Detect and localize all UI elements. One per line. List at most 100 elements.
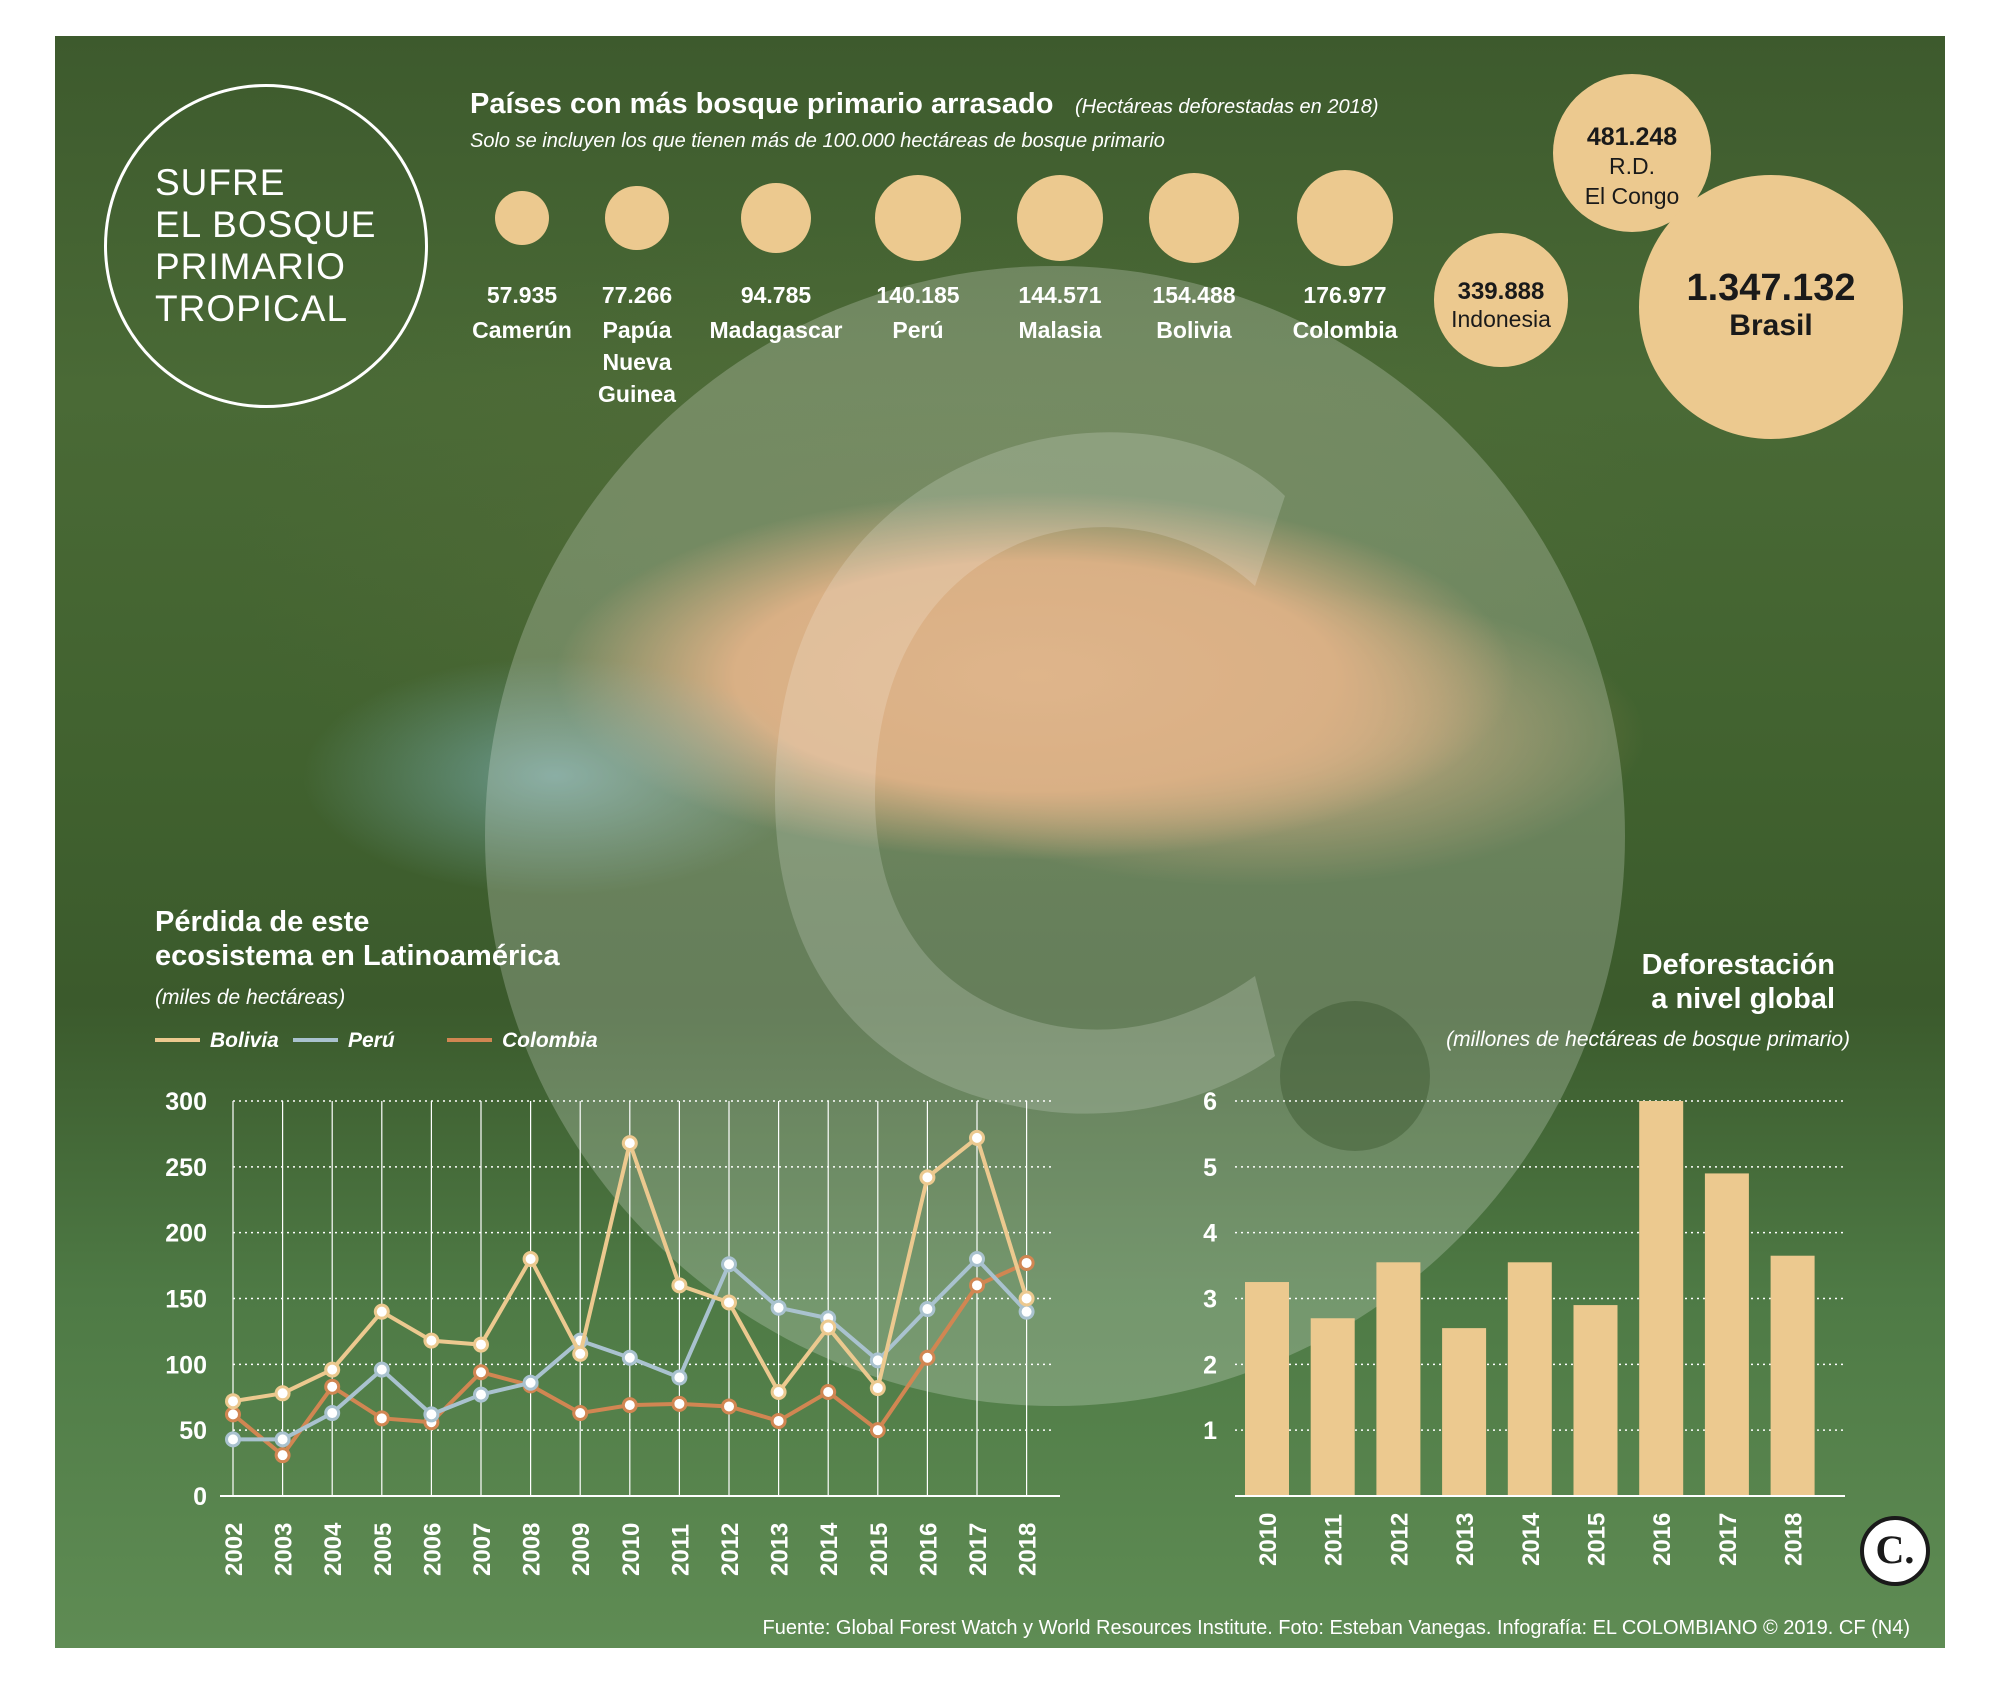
- page-title: SUFRE EL BOSQUE PRIMARIO TROPICAL: [155, 162, 377, 329]
- line-x-tick: 2002: [221, 1523, 248, 1576]
- line-y-tick: 50: [179, 1417, 207, 1445]
- bubble-big-country: Brasil: [1729, 309, 1813, 342]
- bubble-country: Camerún: [472, 317, 572, 343]
- line-y-tick: 100: [165, 1351, 207, 1379]
- series-point-colombia: [324, 1378, 341, 1395]
- bubble-value: 140.185: [876, 282, 960, 308]
- series-point-colombia: [969, 1277, 985, 1294]
- el-colombiano-logo: C.: [1860, 1516, 1930, 1586]
- series-point-perú: [671, 1369, 688, 1386]
- line-x-tick: 2014: [816, 1522, 843, 1576]
- line-y-tick: 300: [165, 1088, 207, 1116]
- series-point-perú: [423, 1406, 440, 1423]
- bar-2017: [1704, 1173, 1749, 1496]
- line-chart-subtitle: (miles de hectáreas): [155, 986, 345, 1009]
- legend-label: Perú: [348, 1029, 395, 1052]
- line-x-tick: 2017: [965, 1523, 992, 1576]
- series-point-perú: [373, 1361, 390, 1378]
- legend-label: Colombia: [502, 1029, 598, 1052]
- bar-2010: [1245, 1282, 1289, 1496]
- line-y-tick: 200: [165, 1220, 207, 1248]
- series-point-bolivia: [274, 1385, 291, 1402]
- bar-2016: [1639, 1101, 1684, 1496]
- bar-x-tick: 2011: [1321, 1514, 1348, 1566]
- series-point-perú: [324, 1405, 341, 1422]
- series-point-perú: [473, 1386, 489, 1403]
- line-chart-title: ecosistema en Latinoamérica: [155, 940, 560, 972]
- series-point-bolivia: [820, 1319, 837, 1336]
- series-point-colombia: [373, 1410, 390, 1427]
- series-point-colombia: [721, 1398, 737, 1415]
- line-x-tick: 2006: [419, 1523, 446, 1576]
- line-x-tick: 2004: [320, 1522, 347, 1576]
- series-point-bolivia: [225, 1393, 241, 1410]
- series-point-bolivia: [373, 1303, 390, 1320]
- series-point-colombia: [770, 1412, 787, 1429]
- series-point-colombia: [274, 1447, 291, 1464]
- series-point-bolivia: [770, 1383, 787, 1400]
- bubble-country: Perú: [892, 317, 944, 343]
- bar-y-tick: 2: [1203, 1351, 1217, 1379]
- bar-2012: [1376, 1262, 1421, 1496]
- series-point-perú: [274, 1431, 291, 1448]
- series-point-bolivia: [671, 1277, 688, 1294]
- source-footer: Fuente: Global Forest Watch y World Reso…: [762, 1617, 1910, 1639]
- bubble-country: Papúa Nueva Guinea: [598, 317, 676, 407]
- series-point-bolivia: [969, 1129, 985, 1146]
- bar-x-tick: 2013: [1452, 1513, 1479, 1566]
- series-point-perú: [969, 1251, 985, 1267]
- series-point-perú: [721, 1256, 737, 1273]
- series-point-colombia: [473, 1364, 489, 1381]
- series-point-colombia: [572, 1405, 589, 1422]
- bar-x-tick: 2014: [1518, 1512, 1545, 1566]
- line-x-tick: 2010: [618, 1523, 645, 1576]
- bubble-value: 77.266: [601, 282, 673, 308]
- series-point-bolivia: [423, 1332, 440, 1349]
- bubble-6: [1297, 170, 1393, 266]
- bubble-country: Madagascar: [709, 317, 843, 343]
- series-point-colombia: [820, 1383, 837, 1400]
- bar-x-tick: 2017: [1715, 1513, 1742, 1566]
- series-point-perú: [919, 1301, 936, 1318]
- line-x-tick: 2011: [667, 1524, 694, 1576]
- bubble-big-2: [1638, 174, 1904, 440]
- bubble-value: 57.935: [486, 282, 558, 308]
- line-x-tick: 2018: [1015, 1523, 1042, 1576]
- bar-x-tick: 2015: [1584, 1513, 1611, 1566]
- series-point-bolivia: [324, 1361, 341, 1378]
- bubble-5: [1149, 173, 1239, 263]
- bar-x-tick: 2018: [1781, 1513, 1808, 1566]
- bubbles-title: Países con más bosque primario arrasado: [470, 88, 1054, 120]
- bubble-country: Bolivia: [1156, 317, 1232, 343]
- line-y-tick: 250: [165, 1154, 207, 1182]
- bubble-country: Colombia: [1292, 317, 1398, 343]
- series-point-colombia: [869, 1422, 886, 1439]
- line-chart-title: Pérdida de este: [155, 906, 369, 938]
- line-x-tick: 2016: [915, 1523, 942, 1576]
- series-point-perú: [225, 1431, 241, 1448]
- bubble-big-country: Indonesia: [1451, 306, 1551, 332]
- bubble-big-1: [1434, 233, 1568, 367]
- watermark-circle: [485, 266, 1625, 1406]
- line-x-tick: 2008: [519, 1523, 546, 1576]
- bar-x-tick: 2010: [1255, 1513, 1282, 1566]
- series-point-bolivia: [522, 1251, 539, 1267]
- series-point-bolivia: [1018, 1290, 1035, 1307]
- series-point-bolivia: [721, 1294, 737, 1311]
- series-point-bolivia: [572, 1345, 589, 1362]
- series-point-bolivia: [621, 1135, 638, 1152]
- bar-y-tick: 1: [1203, 1417, 1217, 1445]
- series-point-bolivia: [919, 1169, 936, 1186]
- series-point-perú: [770, 1299, 787, 1316]
- line-x-tick: 2012: [717, 1523, 744, 1576]
- bar-y-tick: 3: [1203, 1286, 1217, 1314]
- bar-chart-title: Deforestación: [1642, 949, 1835, 981]
- line-x-tick: 2005: [370, 1523, 397, 1576]
- bar-x-tick: 2012: [1386, 1513, 1413, 1566]
- bubble-big-value: 481.248: [1586, 123, 1678, 151]
- bubble-value: 94.785: [740, 282, 812, 308]
- series-point-perú: [522, 1374, 539, 1391]
- bubble-big-value: 339.888: [1457, 278, 1545, 305]
- line-x-tick: 2007: [469, 1523, 496, 1576]
